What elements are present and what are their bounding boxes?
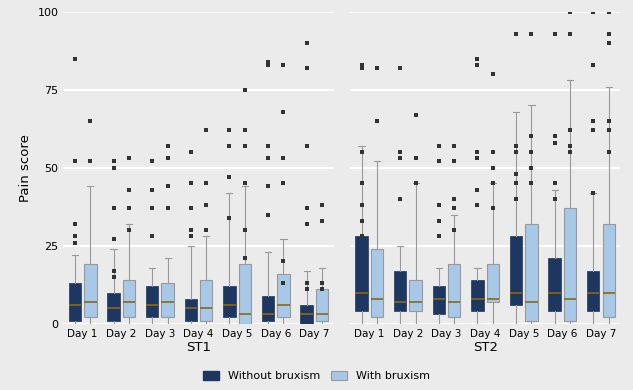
X-axis label: ST1: ST1 <box>186 341 211 355</box>
PathPatch shape <box>410 280 422 311</box>
PathPatch shape <box>146 286 158 317</box>
PathPatch shape <box>277 274 290 317</box>
PathPatch shape <box>471 280 484 311</box>
Legend: Without bruxism, With bruxism: Without bruxism, With bruxism <box>200 367 433 385</box>
PathPatch shape <box>510 236 522 305</box>
PathPatch shape <box>316 289 329 321</box>
PathPatch shape <box>487 264 499 302</box>
PathPatch shape <box>123 280 135 317</box>
PathPatch shape <box>587 271 599 311</box>
PathPatch shape <box>262 296 274 321</box>
PathPatch shape <box>394 271 406 311</box>
PathPatch shape <box>108 292 120 321</box>
PathPatch shape <box>548 258 561 311</box>
PathPatch shape <box>603 224 615 317</box>
PathPatch shape <box>185 299 197 321</box>
PathPatch shape <box>371 249 383 317</box>
PathPatch shape <box>84 264 96 317</box>
PathPatch shape <box>432 286 445 314</box>
PathPatch shape <box>525 224 537 321</box>
PathPatch shape <box>69 283 81 321</box>
PathPatch shape <box>564 208 576 321</box>
PathPatch shape <box>161 283 174 317</box>
PathPatch shape <box>355 236 368 311</box>
X-axis label: ST2: ST2 <box>473 341 498 355</box>
Y-axis label: Pain score: Pain score <box>19 134 32 202</box>
PathPatch shape <box>239 264 251 324</box>
PathPatch shape <box>200 280 213 321</box>
PathPatch shape <box>448 264 460 317</box>
PathPatch shape <box>301 305 313 324</box>
PathPatch shape <box>223 286 235 317</box>
